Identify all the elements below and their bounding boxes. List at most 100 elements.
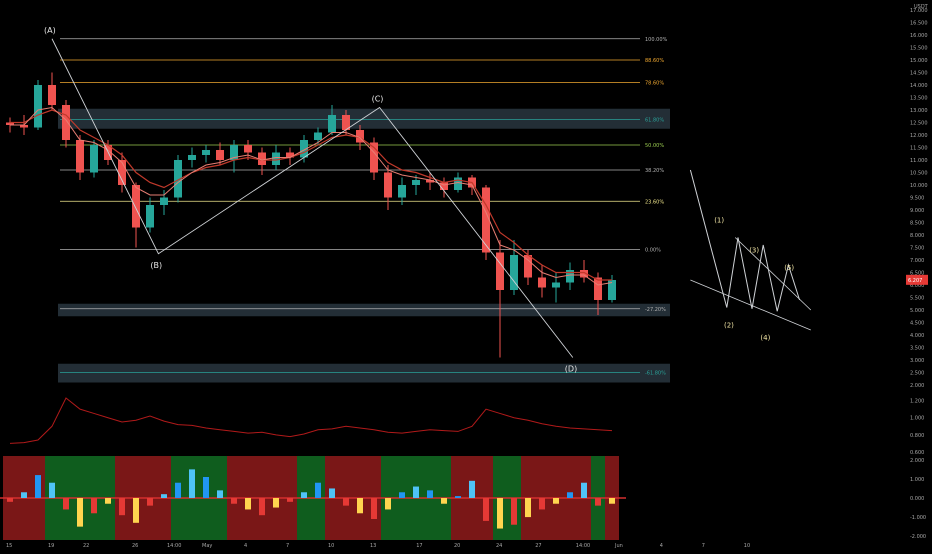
- time-tick-9: 13: [370, 543, 376, 549]
- price-tick-4: 15.000: [910, 58, 928, 64]
- candle-body: [524, 255, 532, 278]
- time-tick-0: 15: [6, 543, 12, 549]
- fib-label-6: 23.60%: [645, 199, 664, 205]
- macd-bar: [595, 498, 601, 506]
- currency-label: USDT: [914, 4, 929, 10]
- macd-bar: [175, 482, 181, 498]
- candle-body: [244, 145, 252, 153]
- time-axis: 15 19 22 26 14:00 May 4 7 10 13 17 20 24 27 14:00 Jun 4 7…: [6, 543, 750, 549]
- macd-bar: [371, 498, 377, 519]
- candle-body: [90, 145, 98, 173]
- candle-body: [440, 182, 448, 190]
- fib-label-4: 50.00%: [645, 143, 664, 149]
- macd-bar: [119, 498, 125, 516]
- price-tick-1: 16.500: [910, 21, 928, 27]
- candle-body: [538, 277, 546, 288]
- macd-bar: [245, 498, 251, 510]
- price-tick-3: 15.500: [910, 46, 928, 52]
- price-tick-26: 4.000: [910, 333, 924, 339]
- ema-ribbon: [10, 106, 613, 286]
- price-tick-6: 14.000: [910, 83, 928, 89]
- price-tick-17: 8.500: [910, 221, 924, 227]
- candle-body: [216, 150, 224, 160]
- fib-label-8: -27.20%: [645, 307, 666, 313]
- volatility-indicator: [9, 397, 613, 444]
- time-tick-3: 26: [132, 543, 138, 549]
- time-tick-2: 22: [83, 543, 89, 549]
- candle-body: [272, 152, 280, 165]
- price-tick-9: 12.500: [910, 121, 928, 127]
- candle-body: [384, 172, 392, 198]
- candle-body: [188, 155, 196, 160]
- macd-bar: [301, 492, 307, 498]
- volatility-line: [9, 397, 613, 444]
- candle-body: [482, 187, 490, 253]
- price-tick-22: 6.000: [910, 283, 924, 289]
- macd-bar: [329, 488, 335, 498]
- candle-body: [412, 180, 420, 185]
- price-tick-24: 5.000: [910, 308, 924, 314]
- candle-body: [510, 255, 518, 290]
- candle-body: [566, 270, 574, 283]
- macd-tick-0: 2.000: [910, 458, 924, 464]
- time-tick-11: 20: [454, 543, 460, 549]
- time-tick-4: 14:00: [167, 543, 181, 549]
- macd-bar: [147, 498, 153, 506]
- price-tick-8: 13.000: [910, 108, 928, 114]
- fib-zone-3: [58, 108, 670, 129]
- projection-label-4: (5): [784, 264, 794, 272]
- price-tick-23: 5.500: [910, 296, 924, 302]
- wave-label-2: (C): [372, 95, 384, 104]
- macd-bar: [315, 482, 321, 498]
- macd-bar: [91, 498, 97, 514]
- price-tick-15: 9.500: [910, 196, 924, 202]
- macd-bar: [511, 498, 517, 525]
- fibonacci-retracement: 100.00% 88.60% 78.60% 61.80% 50.00% 38.20% 23.…: [58, 37, 670, 383]
- price-tick-14: 10.000: [910, 183, 928, 189]
- fib-label-7: 0.00%: [645, 248, 661, 254]
- candle-body: [34, 85, 42, 128]
- macd-bar: [581, 482, 587, 498]
- projection-label-2: (3): [749, 247, 759, 255]
- macd-bar: [553, 498, 559, 504]
- ema-slow-line: [10, 109, 612, 281]
- price-tick-21: 6.500: [910, 271, 924, 277]
- macd-bar: [357, 498, 363, 514]
- candle-body: [286, 152, 294, 158]
- macd-bar: [77, 498, 83, 527]
- macd-bar: [105, 498, 111, 504]
- fib-label-0: 100.00%: [645, 37, 667, 43]
- price-tick-28: 3.000: [910, 358, 924, 364]
- time-tick-6: 4: [244, 543, 247, 549]
- price-tick-11: 11.500: [910, 146, 928, 152]
- price-tick-13: 10.500: [910, 171, 928, 177]
- candle-body: [230, 145, 238, 160]
- time-tick-10: 17: [416, 543, 422, 549]
- macd-tick-4: -2.000: [910, 534, 926, 540]
- price-tick-2: 16.000: [910, 33, 928, 39]
- macd-bar: [217, 490, 223, 498]
- price-tick-19: 7.500: [910, 246, 924, 252]
- macd-bar: [441, 498, 447, 504]
- projection-label-3: (4): [760, 334, 770, 342]
- price-tick-29: 2.500: [910, 371, 924, 377]
- price-tick-10: 12.000: [910, 133, 928, 139]
- macd-bar: [259, 498, 265, 516]
- time-tick-15: Jun: [614, 543, 623, 549]
- price-tick-18: 8.000: [910, 233, 924, 239]
- macd-tick-1: 1.000: [910, 477, 924, 483]
- price-tick-16: 9.000: [910, 208, 924, 214]
- wave-label-3: (D): [565, 365, 577, 374]
- price-axis: 17.000 16.500 16.000 15.500 15.000 14.500 14.0…: [906, 4, 929, 540]
- price-tick-27: 3.500: [910, 346, 924, 352]
- macd-bar: [49, 482, 55, 498]
- candle-body: [146, 205, 154, 228]
- price-tick-12: 11.000: [910, 158, 928, 164]
- vol-tick-0: 1.200: [910, 399, 924, 405]
- candle-body: [580, 270, 588, 278]
- macd-bar: [567, 492, 573, 498]
- macd-bar: [231, 498, 237, 504]
- time-tick-17: 7: [702, 543, 705, 549]
- time-tick-14: 14:00: [576, 543, 590, 549]
